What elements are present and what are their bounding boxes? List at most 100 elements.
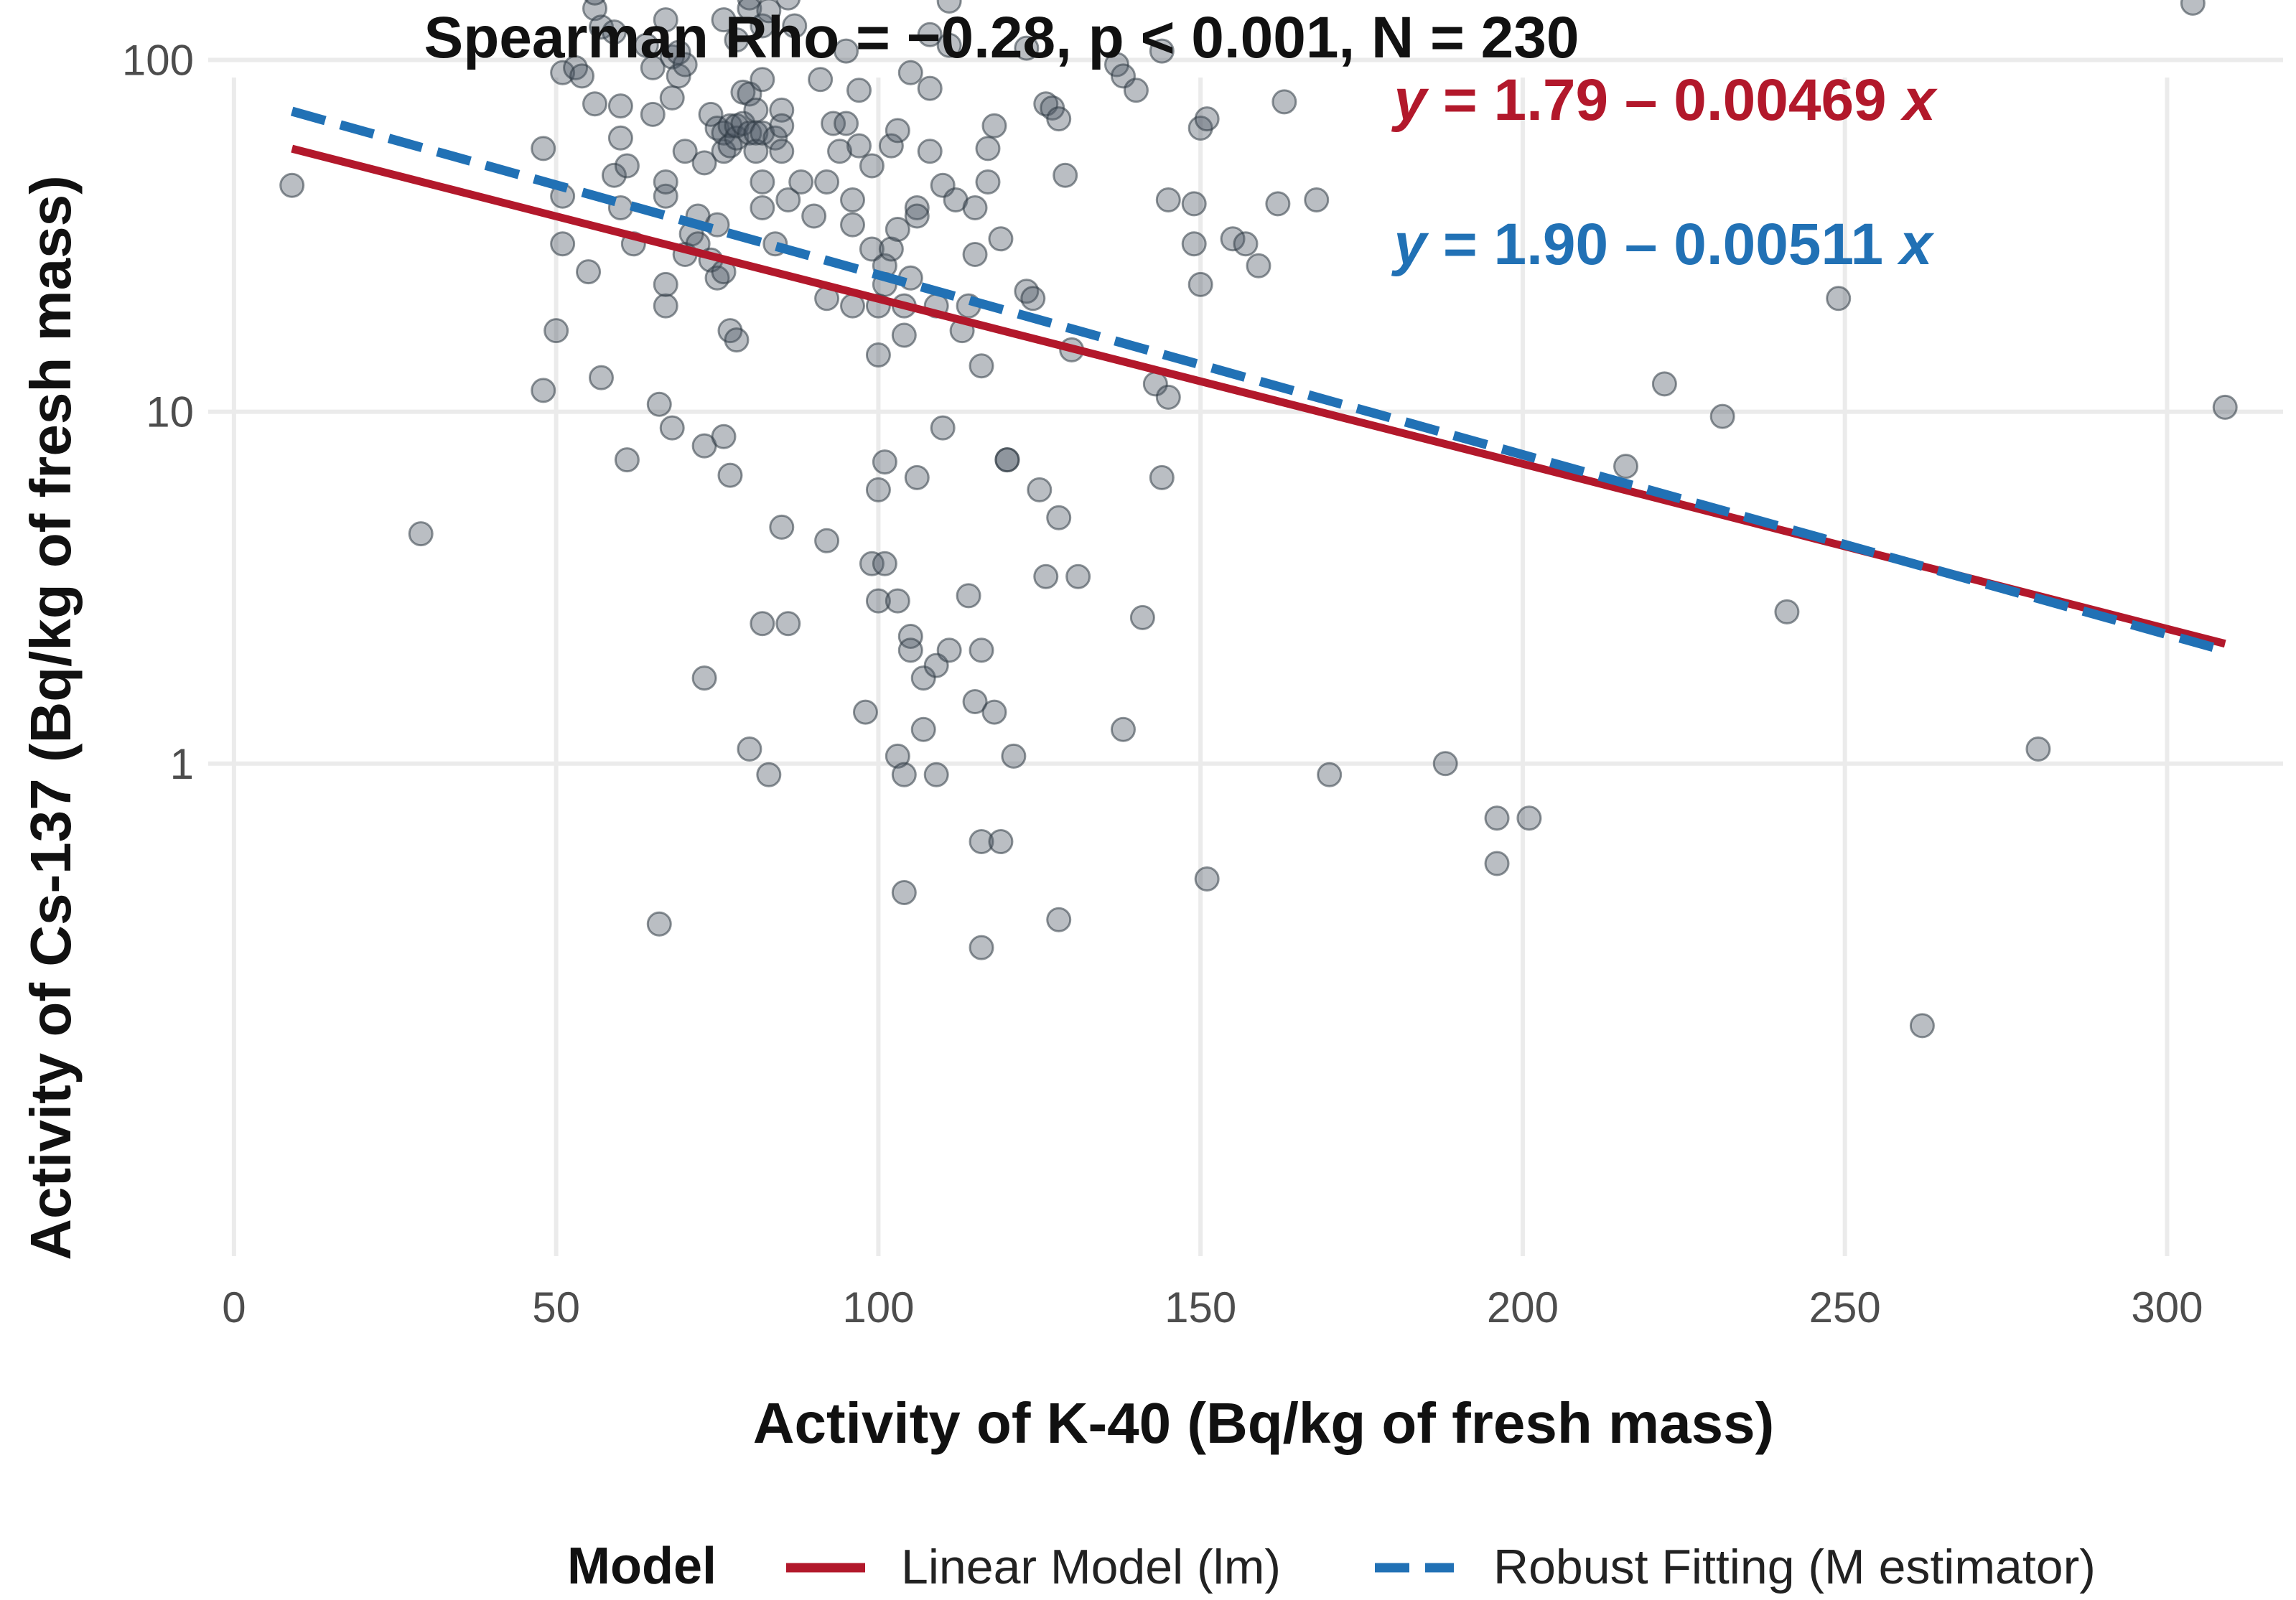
data-point: [659, 415, 685, 441]
data-point: [988, 829, 1014, 855]
data-point: [885, 743, 910, 769]
legend: Model Linear Model (lm) Robust Fitting (…: [567, 1538, 2096, 1595]
data-point: [885, 216, 910, 242]
chart-title: Spearman Rho = −0.28, p < 0.001, N = 230: [424, 5, 1579, 70]
data-point: [1909, 1013, 1935, 1039]
data-point: [897, 637, 923, 663]
data-point: [750, 13, 775, 39]
equation-var-x: x: [1897, 212, 1935, 277]
data-point: [1709, 403, 1735, 429]
data-point: [672, 52, 698, 78]
data-point: [872, 551, 897, 576]
data-point: [698, 101, 724, 127]
data-point: [756, 762, 782, 787]
data-points: [279, 0, 2238, 1039]
data-point: [711, 7, 737, 33]
data-point: [1046, 505, 1072, 530]
data-point: [1484, 805, 1510, 831]
data-point: [969, 353, 994, 379]
y-axis-title: Activity of Cs-137 (Bq/kg of fresh mass): [19, 175, 83, 1260]
data-point: [653, 293, 678, 319]
data-point: [1155, 384, 1181, 410]
equation-body: = 1.79 – 0.00469: [1427, 67, 1903, 133]
x-axis-tick-labels: 0 50 100 150 200 250 300: [222, 1283, 2203, 1332]
data-point: [279, 172, 305, 198]
data-point: [2212, 394, 2238, 420]
data-point: [569, 63, 595, 89]
data-point: [543, 318, 569, 344]
data-point: [897, 60, 923, 85]
data-point: [775, 611, 801, 637]
data-point: [891, 879, 917, 905]
data-point: [531, 136, 556, 162]
data-point: [865, 477, 891, 502]
data-point: [640, 55, 666, 80]
data-point: [2025, 736, 2051, 762]
data-point: [917, 75, 943, 101]
data-point: [1187, 271, 1213, 297]
data-point: [653, 169, 678, 195]
data-point: [711, 424, 737, 449]
data-point: [769, 113, 795, 139]
data-point: [640, 101, 666, 127]
legend-label-robust-fitting: Robust Fitting (M estimator): [1493, 1540, 2096, 1594]
data-point: [872, 449, 897, 475]
data-point: [1123, 78, 1149, 103]
data-point: [904, 195, 930, 220]
data-point: [865, 342, 891, 368]
data-point: [808, 67, 834, 93]
data-point: [846, 133, 872, 159]
data-point: [840, 187, 866, 213]
data-point: [653, 271, 678, 297]
data-point: [891, 322, 917, 348]
data-point: [1651, 371, 1677, 397]
data-point: [917, 22, 943, 47]
data-point: [910, 716, 936, 742]
data-point: [962, 195, 988, 220]
legend-title: Model: [567, 1538, 717, 1595]
data-point: [691, 665, 717, 691]
data-point: [724, 27, 750, 53]
data-point: [859, 236, 885, 262]
data-point: [1014, 35, 1040, 61]
data-point: [994, 447, 1020, 473]
data-point: [550, 60, 576, 85]
data-point: [775, 0, 801, 11]
data-point: [531, 378, 556, 403]
data-point: [801, 203, 827, 229]
equation-body: = 1.90 – 0.00511: [1427, 212, 1900, 277]
data-point: [1020, 286, 1046, 312]
data-point: [1194, 106, 1220, 132]
equation-var-y: y: [1391, 67, 1429, 133]
data-point: [737, 0, 762, 22]
data-point: [904, 203, 930, 229]
data-point: [653, 183, 678, 209]
data-point: [1265, 191, 1291, 217]
data-point: [1046, 907, 1072, 932]
data-point: [601, 162, 627, 188]
data-point: [646, 911, 672, 937]
data-point: [865, 588, 891, 614]
data-point: [956, 583, 981, 609]
x-axis-title: Activity of K-40 (Bq/kg of fresh mass): [753, 1391, 1775, 1455]
data-point: [834, 38, 859, 64]
data-point: [1432, 751, 1458, 777]
equation-annotations: y = 1.79 – 0.00469 xy = 1.90 – 0.00511 x: [1391, 67, 1938, 277]
y-tick-label: 1: [170, 740, 194, 788]
x-tick-label: 300: [2131, 1283, 2203, 1332]
data-point: [588, 365, 614, 390]
data-point: [1053, 162, 1078, 188]
data-point: [897, 623, 923, 649]
data-point: [769, 514, 795, 540]
data-point: [743, 139, 769, 164]
data-point: [917, 139, 943, 164]
data-point: [1129, 604, 1155, 630]
data-point: [756, 0, 782, 24]
data-point: [846, 78, 872, 103]
data-point: [1110, 716, 1136, 742]
data-point: [769, 139, 795, 164]
data-point: [750, 195, 775, 220]
data-point: [1826, 286, 1852, 312]
data-point: [633, 32, 659, 58]
